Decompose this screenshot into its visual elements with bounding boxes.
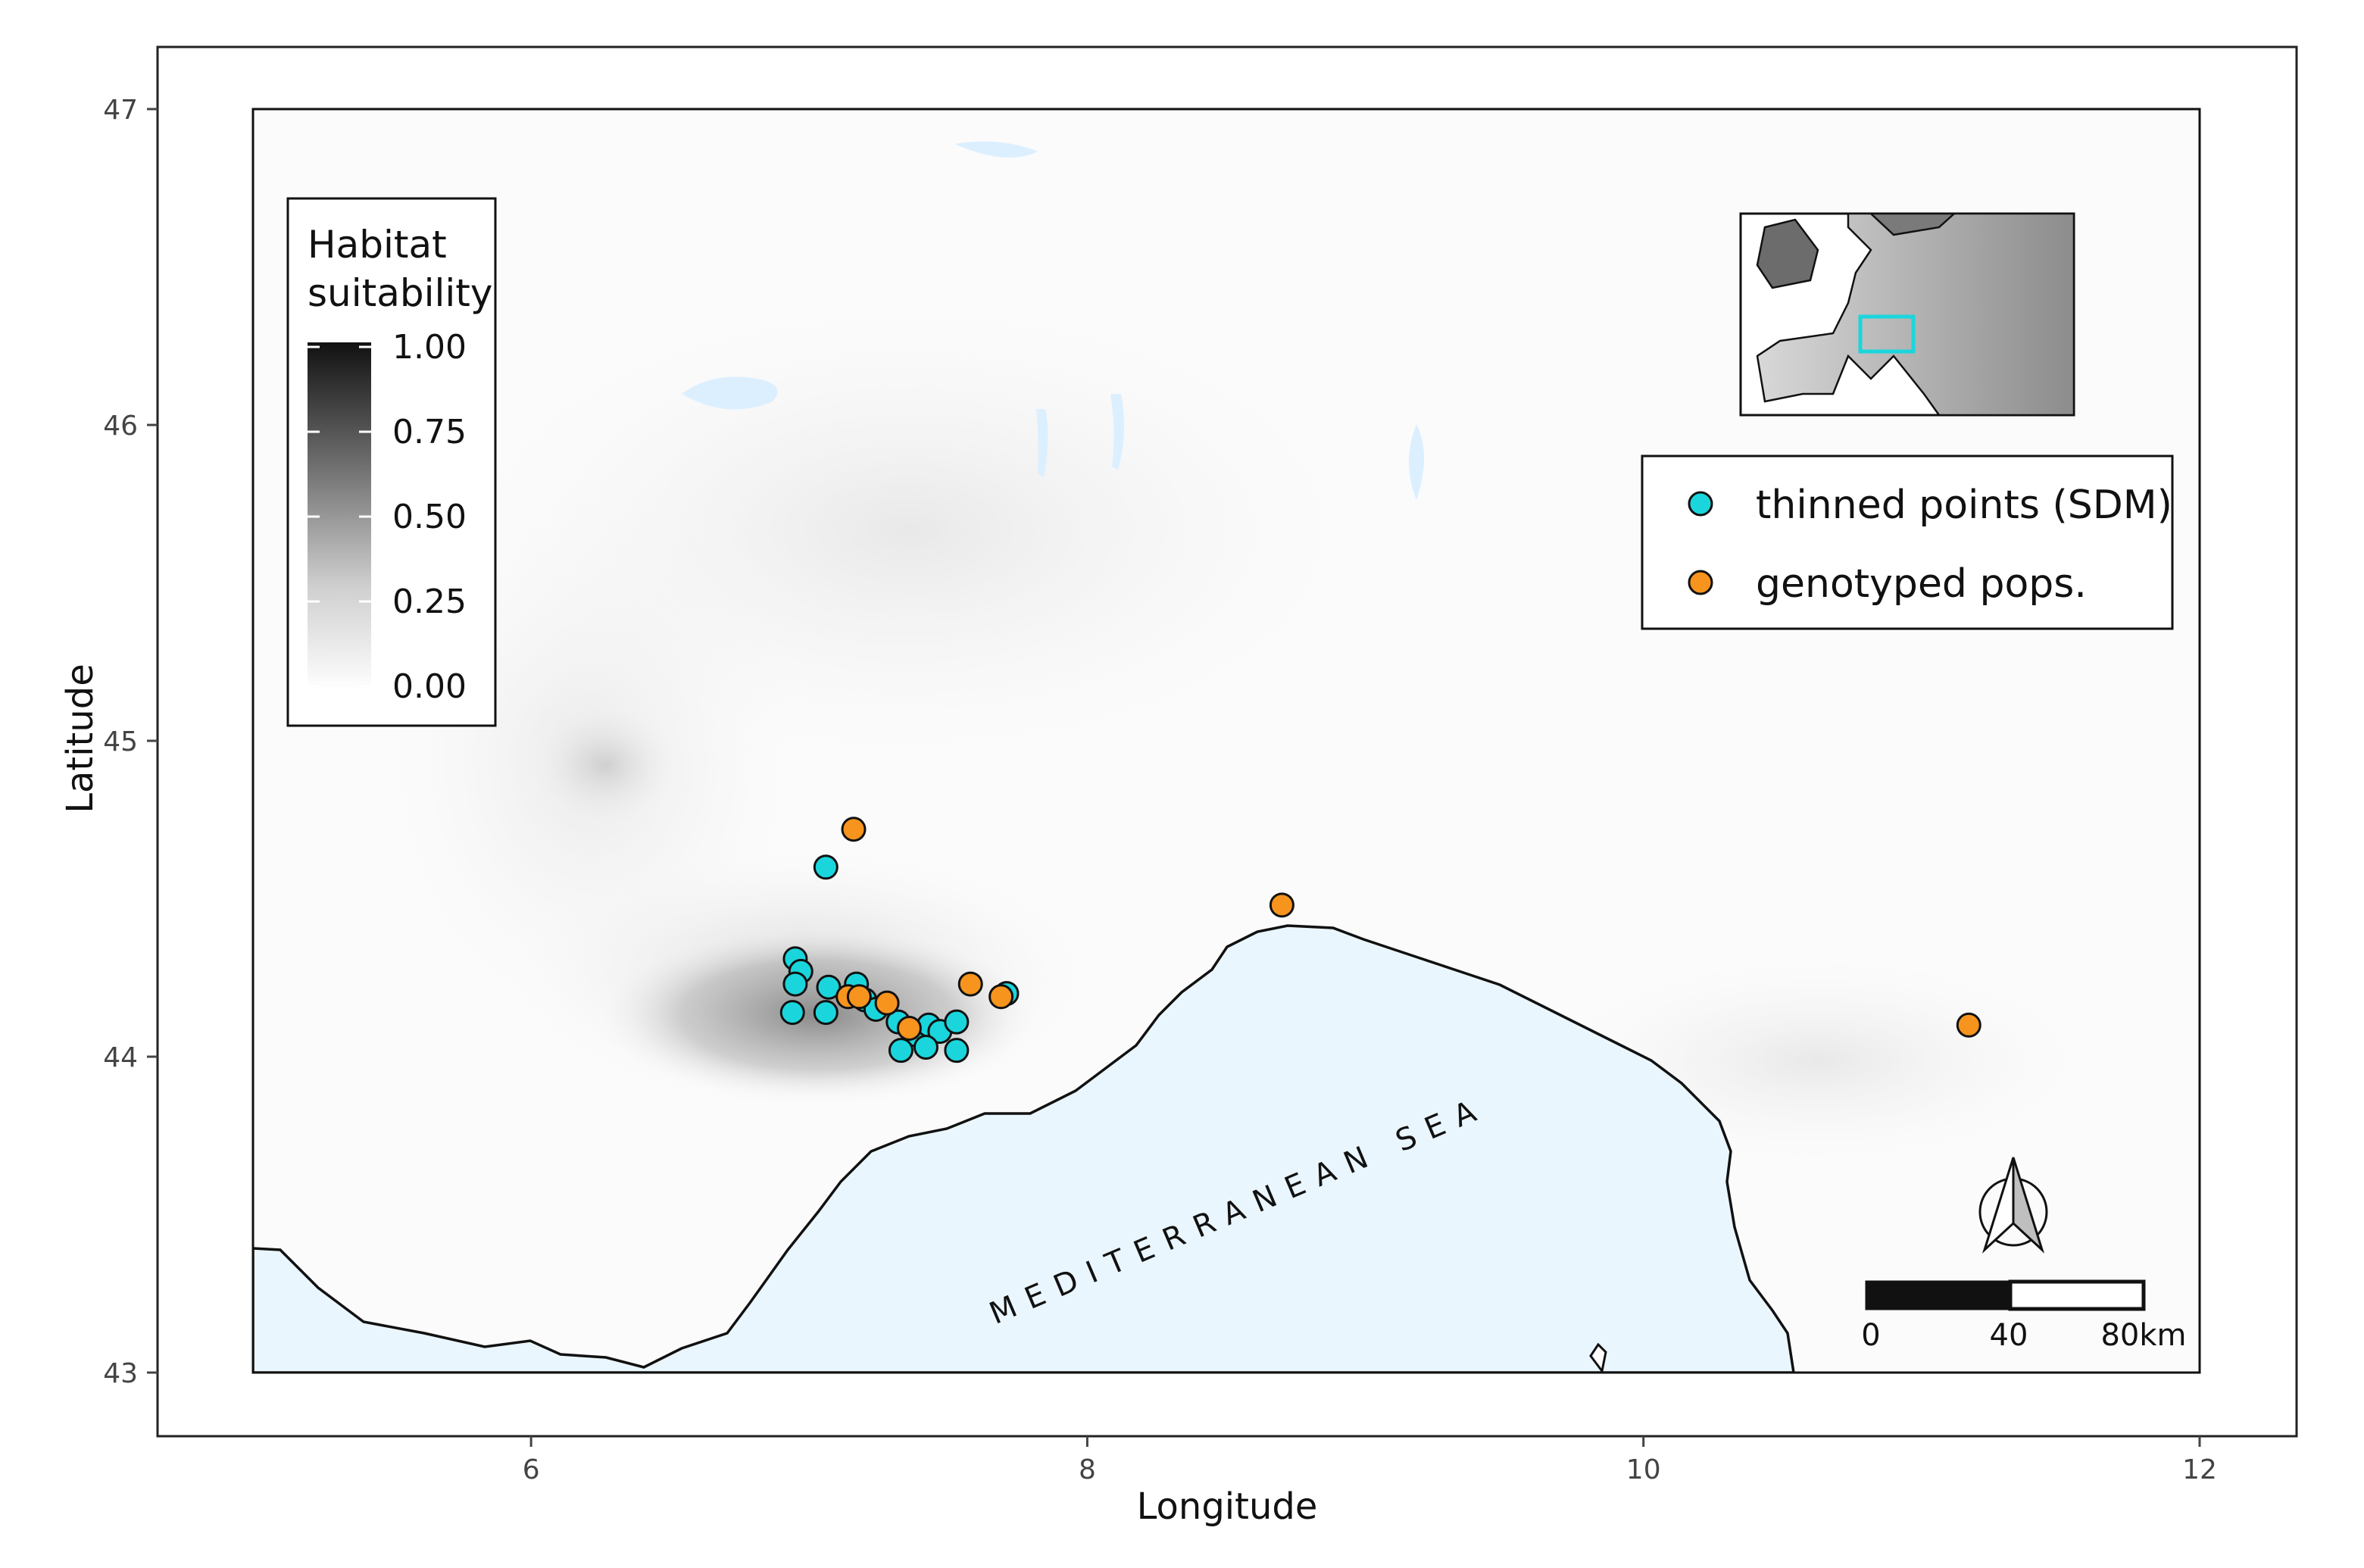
scale-label-80km: 80km — [2100, 1318, 2186, 1353]
genotyped-point — [874, 990, 900, 1016]
lake-constance — [954, 141, 1038, 158]
thinned-point — [888, 1038, 913, 1064]
genotyped-point — [1956, 1012, 1981, 1038]
scale-bar-white — [2008, 1279, 2146, 1311]
lake-maggiore — [1036, 409, 1048, 477]
inset-land — [1756, 212, 2075, 417]
thinned-point — [944, 1038, 970, 1064]
ramp-tick-label: 0.75 — [392, 413, 467, 451]
x-tick-label: 12 — [2182, 1454, 2217, 1485]
genotyped-point — [896, 1015, 922, 1041]
legend-swatch-genotyped — [1688, 570, 1713, 595]
legend-swatch-thinned — [1688, 491, 1713, 517]
y-axis-title: Latitude — [59, 664, 101, 814]
y-tick-label: 47 — [103, 95, 138, 126]
genotyped-point — [1269, 892, 1294, 918]
thinned-point — [813, 1000, 838, 1026]
suitability-shading-alps-north — [379, 258, 1439, 803]
genotyped-point — [846, 984, 872, 1010]
ramp-tick-label: 0.50 — [392, 498, 467, 536]
lake-como — [1110, 394, 1125, 470]
genotyped-point — [957, 971, 983, 997]
map-panel-border — [251, 108, 2201, 1374]
north-arrow-icon — [1978, 1157, 2048, 1254]
scale-label-0: 0 — [1861, 1318, 1880, 1353]
suitability-shading-ecrins — [523, 697, 689, 833]
lake-garda — [1409, 424, 1424, 500]
genotyped-point — [988, 984, 1014, 1010]
habitat-suitability-legend: Habitat suitability 1.00 0.75 0.50 0.25 0.00 — [286, 197, 497, 727]
map-panel — [253, 109, 2200, 1373]
x-axis-title: Longitude — [1137, 1485, 1318, 1528]
corsica-fragment — [1589, 1342, 1607, 1373]
y-tick-label: 43 — [103, 1358, 138, 1389]
thinned-point — [813, 854, 838, 880]
x-tick-label: 8 — [1079, 1454, 1096, 1485]
points-legend-box — [1641, 454, 2174, 630]
scale-bar-black — [1865, 1280, 2012, 1310]
thinned-point — [913, 1034, 938, 1060]
lake-geneva — [682, 376, 778, 410]
inset-locator-map — [1739, 212, 2075, 417]
points-legend: thinned points (SDM) genotyped pops. — [1641, 454, 2174, 630]
scale-label-40: 40 — [1990, 1318, 2028, 1353]
habitat-color-ramp-ticks: 1.00 0.75 0.50 0.25 0.00 — [308, 328, 467, 706]
occurrence-points — [779, 817, 1981, 1064]
y-tick-label: 46 — [103, 411, 138, 442]
y-tick-label: 45 — [103, 726, 138, 757]
legend-label-genotyped: genotyped pops. — [1756, 561, 2087, 607]
thinned-point — [944, 1009, 970, 1035]
y-axis: 43 44 45 46 47 — [103, 95, 158, 1389]
scale-bar: 0 40 80km — [1861, 1279, 2187, 1353]
ramp-tick-label: 0.25 — [392, 583, 467, 621]
legend-label-thinned: thinned points (SDM) — [1756, 483, 2172, 528]
genotyped-point — [841, 817, 867, 842]
thinned-point — [782, 971, 808, 997]
inset-scandinavia — [1868, 212, 1957, 236]
ramp-tick-label: 1.00 — [392, 328, 467, 367]
inset-study-area — [1858, 314, 1916, 354]
inset-britain — [1756, 218, 1819, 289]
habitat-legend-title-line1: Habitat — [308, 223, 447, 267]
mediterranean-sea — [253, 924, 1795, 1373]
x-axis: 6 8 10 12 — [523, 1436, 2217, 1485]
ramp-tick-label: 0.00 — [392, 667, 467, 706]
x-tick-label: 6 — [523, 1454, 540, 1485]
thinned-point — [779, 1000, 805, 1026]
habitat-legend-title-line2: suitability — [308, 271, 492, 315]
y-tick-label: 44 — [103, 1042, 138, 1073]
x-tick-label: 10 — [1626, 1454, 1661, 1485]
